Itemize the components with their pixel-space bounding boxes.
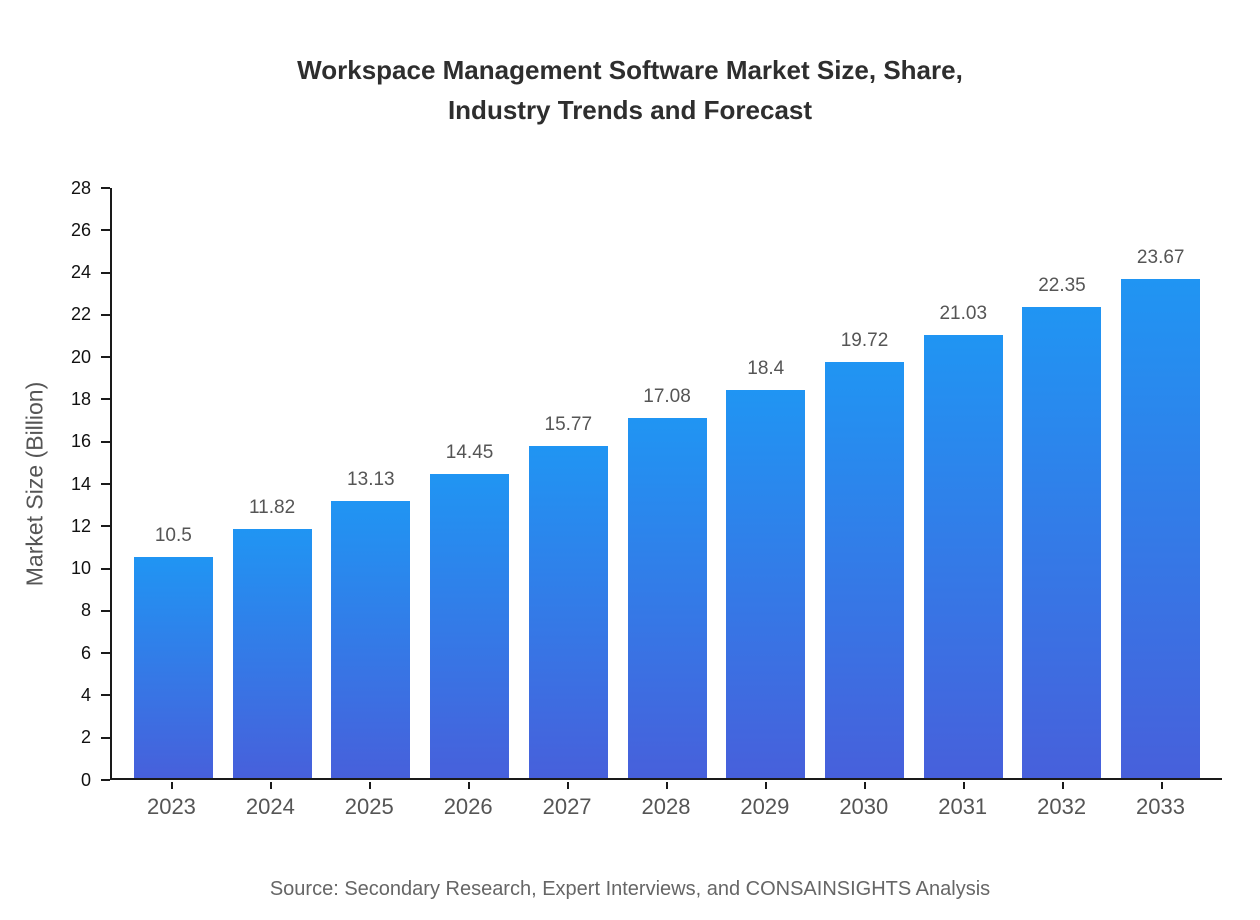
bar-value-label: 19.72 bbox=[840, 330, 889, 352]
x-tick-label: 2023 bbox=[122, 782, 221, 820]
bar-value-label: 17.08 bbox=[643, 386, 691, 408]
y-tick-label: 28 bbox=[70, 177, 91, 198]
bar-slot: 21.03 bbox=[914, 188, 1013, 778]
y-tick-label: 24 bbox=[70, 262, 91, 283]
bar-value-label: 22.35 bbox=[1038, 275, 1086, 297]
y-tick-mark bbox=[101, 398, 110, 401]
y-tick-mark bbox=[101, 609, 110, 612]
x-tick-label: 2025 bbox=[320, 782, 419, 820]
y-tick-mark bbox=[101, 356, 110, 359]
y-tick-label: 12 bbox=[70, 515, 91, 536]
y-tick-mark bbox=[101, 483, 110, 485]
x-tick-label: 2027 bbox=[518, 782, 617, 820]
y-tick-label: 16 bbox=[70, 431, 91, 452]
y-tick-label: 22 bbox=[70, 304, 91, 325]
y-tick-label: 20 bbox=[70, 346, 91, 367]
bar-slot: 23.67 bbox=[1111, 188, 1210, 778]
bar: 15.77 bbox=[528, 414, 608, 778]
y-tick-label: 26 bbox=[70, 219, 91, 240]
bar-value-label: 15.77 bbox=[544, 413, 593, 435]
x-tick-label: 2029 bbox=[715, 782, 814, 820]
x-tick-label: 2032 bbox=[1012, 782, 1111, 820]
bar-slot: 14.45 bbox=[420, 188, 519, 778]
y-tick-mark bbox=[101, 736, 110, 739]
bar-value-label: 21.03 bbox=[939, 302, 988, 324]
bar: 22.35 bbox=[1022, 275, 1102, 778]
y-tick-mark bbox=[101, 652, 110, 655]
y-tick-label: 8 bbox=[80, 600, 91, 621]
bar: 17.08 bbox=[627, 386, 707, 778]
y-tick-label: 4 bbox=[80, 684, 91, 705]
x-axis-labels: 2023 2024 2025 2026 2027 2028 2029 2030 2031 2032… bbox=[110, 782, 1222, 820]
plot-area: 10.5 11.82 13.13 14.45 15.77 17.08 18.4 19.72 21… bbox=[110, 188, 1222, 780]
chart-title: Workspace Management Software Market Siz… bbox=[297, 55, 963, 125]
bar-value-label: 14.45 bbox=[445, 441, 494, 463]
bar-slot: 10.5 bbox=[124, 188, 223, 778]
bar-value-label: 13.13 bbox=[347, 469, 395, 491]
x-tick-label: 2033 bbox=[1111, 782, 1210, 820]
bar-value-label: 10.5 bbox=[154, 524, 192, 546]
bar-slot: 13.13 bbox=[321, 188, 420, 778]
y-tick-mark bbox=[101, 779, 110, 781]
bar-slot: 22.35 bbox=[1013, 188, 1112, 778]
bar-slot: 17.08 bbox=[618, 188, 717, 778]
y-axis: 0 2 4 6 8 10 12 14 16 18 20 22 24 26 28 bbox=[0, 178, 110, 790]
source-note: Source: Secondary Research, Expert Inter… bbox=[269, 878, 991, 900]
y-tick-mark bbox=[101, 187, 110, 189]
x-tick-label: 2024 bbox=[221, 782, 320, 820]
bar: 10.5 bbox=[133, 525, 213, 778]
bar-slot: 11.82 bbox=[223, 188, 322, 778]
y-tick-label: 6 bbox=[80, 642, 91, 663]
y-tick-label: 0 bbox=[80, 769, 91, 790]
y-tick-label: 2 bbox=[80, 727, 91, 748]
y-tick-mark bbox=[101, 440, 110, 443]
bar-value-label: 23.67 bbox=[1136, 247, 1185, 269]
y-tick-label: 18 bbox=[70, 388, 91, 409]
y-tick-mark bbox=[101, 229, 110, 232]
x-tick-label: 2030 bbox=[814, 782, 913, 820]
x-tick-label: 2028 bbox=[617, 782, 716, 820]
bar: 13.13 bbox=[331, 469, 411, 778]
bar: 11.82 bbox=[232, 497, 312, 778]
x-tick-label: 2026 bbox=[419, 782, 518, 820]
bar-value-label: 11.82 bbox=[249, 496, 296, 518]
y-tick-mark bbox=[101, 694, 110, 697]
y-tick-mark bbox=[101, 313, 110, 316]
bar-slot: 15.77 bbox=[519, 188, 618, 778]
bar: 23.67 bbox=[1121, 247, 1201, 778]
bar: 21.03 bbox=[923, 303, 1003, 778]
bar: 18.4 bbox=[726, 358, 806, 778]
x-tick-label: 2031 bbox=[913, 782, 1012, 820]
bar-slot: 18.4 bbox=[716, 188, 815, 778]
bar: 14.45 bbox=[430, 442, 510, 778]
y-tick-mark bbox=[101, 525, 110, 528]
y-tick-label: 14 bbox=[70, 473, 91, 494]
bar-slot: 19.72 bbox=[815, 188, 914, 778]
y-tick-mark bbox=[101, 567, 110, 570]
bar-value-label: 18.4 bbox=[747, 358, 785, 380]
y-tick-label: 10 bbox=[70, 558, 91, 579]
y-tick-mark bbox=[101, 271, 110, 274]
bar: 19.72 bbox=[825, 330, 904, 778]
bars: 10.5 11.82 13.13 14.45 15.77 17.08 18.4 19.72 21… bbox=[112, 188, 1222, 778]
